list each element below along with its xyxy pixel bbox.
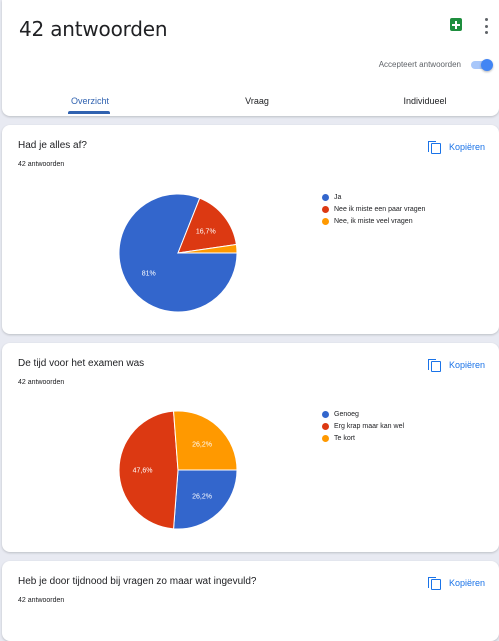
question-card: Had je alles af? 42 antwoorden Kopiëren … <box>2 125 499 334</box>
legend-item: Te kort <box>322 432 404 444</box>
legend-swatch <box>322 434 329 442</box>
legend-swatch <box>322 205 329 213</box>
slice-value-label: 26,2% <box>192 442 212 449</box>
response-count-title: 42 antwoorden <box>19 17 168 41</box>
response-count: 42 antwoorden <box>18 161 65 168</box>
copy-label: Kopiëren <box>449 578 486 588</box>
legend-label: Nee, ik miste veel vragen <box>334 217 413 225</box>
sheets-icon[interactable] <box>450 18 462 31</box>
question-card: Heb je door tijdnood bij vragen zo maar … <box>2 561 499 641</box>
tab-question[interactable]: Vraag <box>245 96 269 106</box>
pie-slice[interactable] <box>173 469 238 530</box>
legend-label: Genoeg <box>334 410 359 418</box>
slice-value-label: 16,7% <box>196 229 216 236</box>
copy-chart-button[interactable]: Kopiëren <box>428 575 485 591</box>
pie-chart: 26,2% 47,6% 26,2% <box>118 410 238 530</box>
pie-slice[interactable] <box>177 197 237 254</box>
copy-chart-button[interactable]: Kopiëren <box>428 357 485 373</box>
more-options-icon[interactable] <box>481 18 491 34</box>
legend-item: Ja <box>322 191 425 203</box>
response-count: 42 antwoorden <box>18 597 65 604</box>
legend-item: Genoeg <box>322 408 404 420</box>
legend-item: Erg krap maar kan wel <box>322 420 404 432</box>
copy-icon <box>428 140 441 154</box>
pie-chart: 81% 16,7% <box>118 193 238 313</box>
accepting-responses-toggle[interactable] <box>469 59 493 71</box>
chart-legend: Genoeg Erg krap maar kan wel Te kort <box>322 408 404 444</box>
copy-label: Kopiëren <box>449 142 486 152</box>
copy-label: Kopiëren <box>449 360 486 370</box>
copy-icon <box>428 358 441 372</box>
legend-swatch <box>322 217 329 225</box>
slice-value-label: 81% <box>142 270 156 277</box>
question-card: De tijd voor het examen was 42 antwoorde… <box>2 343 499 552</box>
legend-item: Nee ik miste een paar vragen <box>322 203 425 215</box>
legend-swatch <box>322 193 329 201</box>
copy-chart-button[interactable]: Kopiëren <box>428 139 485 155</box>
slice-value-label: 47,6% <box>133 468 153 475</box>
response-count: 42 antwoorden <box>18 379 65 386</box>
slice-value-label: 26,2% <box>192 493 212 500</box>
active-tab-indicator <box>68 111 110 114</box>
legend-label: Nee ik miste een paar vragen <box>334 205 426 213</box>
tab-individual[interactable]: Individueel <box>403 96 447 106</box>
question-title: Had je alles af? <box>18 140 87 151</box>
legend-swatch <box>322 422 329 430</box>
pie-slice[interactable] <box>118 410 179 530</box>
question-title: Heb je door tijdnood bij vragen zo maar … <box>18 576 257 587</box>
question-title: De tijd voor het examen was <box>18 358 145 369</box>
legend-item: Nee, ik miste veel vragen <box>322 215 425 227</box>
chart-legend: Ja Nee ik miste een paar vragen Nee, ik mi… <box>322 191 425 227</box>
copy-icon <box>428 576 441 590</box>
tab-overview[interactable]: Overzicht <box>70 96 109 106</box>
pie-slice[interactable] <box>177 243 238 254</box>
accepting-responses-label: Accepteert antwoorden <box>378 60 461 69</box>
legend-label: Te kort <box>334 434 356 442</box>
legend-label: Ja <box>334 193 342 201</box>
legend-swatch <box>322 410 329 418</box>
pie-slice[interactable] <box>173 410 238 471</box>
summary-header: 42 antwoorden Accepteert antwoorden Over… <box>2 0 499 116</box>
legend-label: Erg krap maar kan wel <box>334 422 405 430</box>
